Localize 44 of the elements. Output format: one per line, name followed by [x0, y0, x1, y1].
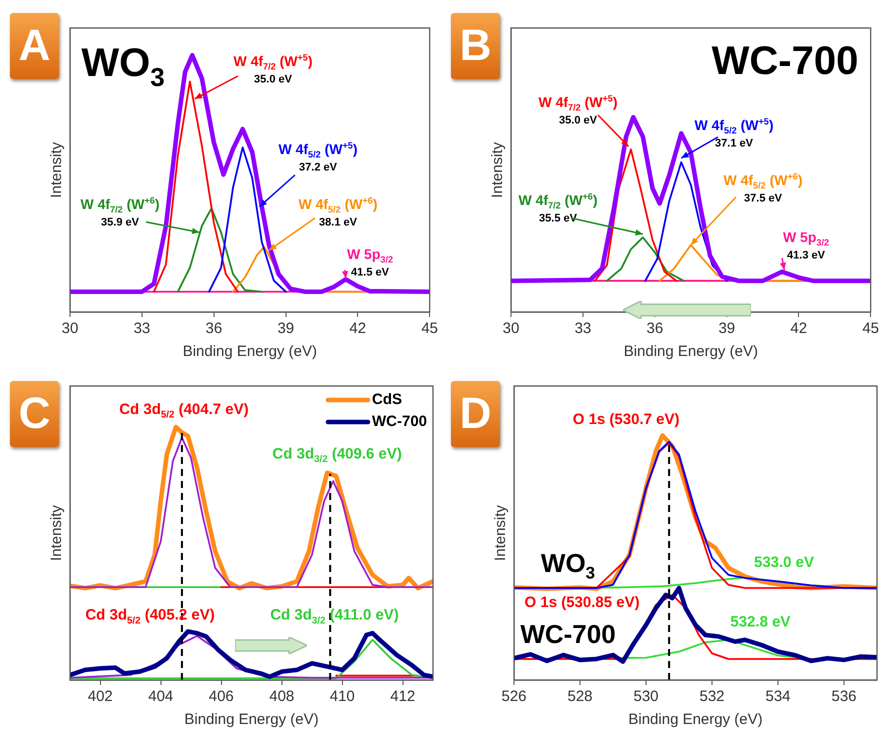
- x-tick-label: 408: [269, 688, 294, 706]
- y-axis-title: Intensity: [48, 142, 66, 198]
- x-tick-label: 536: [831, 688, 857, 706]
- annotation: WC-700: [520, 619, 616, 650]
- chart-title: B: [451, 13, 500, 79]
- legend-label: WC-700: [372, 413, 428, 430]
- x-tick-label: 45: [862, 320, 879, 338]
- annotation: 533.0 eV: [754, 554, 814, 572]
- x-tick-label: 39: [718, 320, 736, 338]
- x-axis-title: Binding Energy (eV): [628, 711, 763, 728]
- x-tick-label: 528: [567, 688, 593, 706]
- x-tick-label: 30: [62, 320, 78, 338]
- y-axis-title: Intensity: [48, 504, 66, 561]
- x-tick-label: 412: [390, 688, 416, 706]
- chart-title: D: [451, 381, 500, 447]
- x-tick-label: 402: [88, 688, 113, 706]
- x-tick-label: 45: [421, 320, 438, 338]
- chart-title: A: [10, 13, 59, 79]
- x-axis-title: Binding Energy (eV): [184, 711, 319, 728]
- annotation: O 1s (530.85 eV): [524, 594, 640, 612]
- x-tick-label: 534: [765, 688, 791, 706]
- x-tick-label: 36: [646, 320, 664, 338]
- x-axis-title: Binding Energy (eV): [624, 343, 758, 360]
- x-tick-label: 410: [330, 688, 355, 706]
- x-tick-label: 36: [206, 320, 222, 338]
- x-axis-title: Binding Energy (eV): [182, 343, 317, 360]
- chart-title: C: [10, 381, 59, 447]
- legend-label: CdS: [372, 391, 402, 408]
- x-tick-label: 406: [208, 688, 234, 706]
- text: WC-700: [712, 39, 858, 83]
- x-tick-label: 530: [633, 688, 659, 706]
- x-tick-label: 39: [277, 320, 294, 338]
- x-tick-label: 33: [574, 320, 592, 338]
- x-tick-label: 42: [349, 320, 366, 338]
- x-tick-label: 532: [699, 688, 725, 706]
- x-tick-label: 42: [790, 320, 808, 338]
- y-axis-title: Intensity: [489, 142, 506, 198]
- x-tick-label: 526: [501, 688, 527, 706]
- annotation: 532.8 eV: [730, 614, 790, 631]
- x-tick-label: 30: [502, 320, 520, 338]
- y-axis-title: Intensity: [492, 504, 510, 561]
- x-tick-label: 33: [134, 320, 150, 338]
- x-tick-label: 404: [148, 688, 174, 706]
- annotation: O 1s (530.7 eV): [572, 411, 680, 428]
